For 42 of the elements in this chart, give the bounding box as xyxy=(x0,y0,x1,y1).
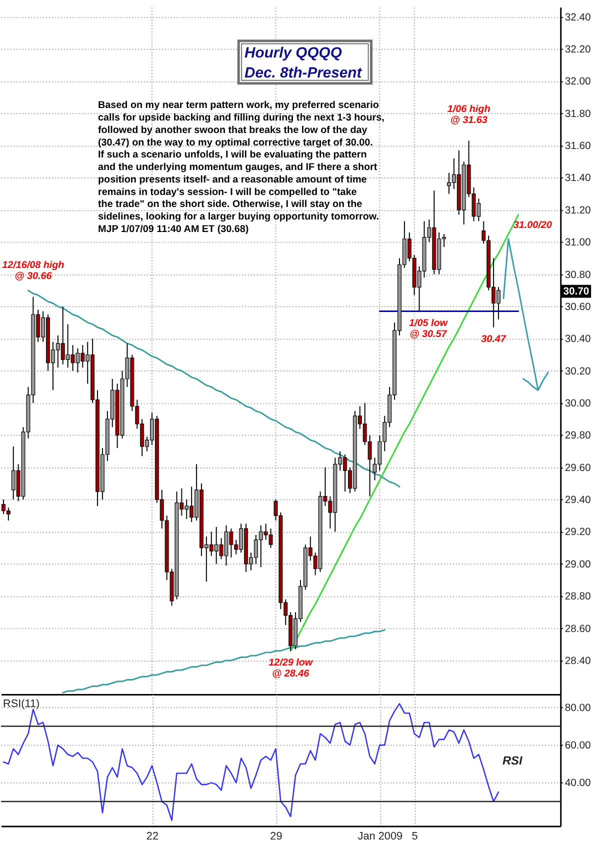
annotation: 12/16/08 high @ 30.66 xyxy=(2,260,64,282)
y-tick-label: 31.40 xyxy=(564,173,592,184)
annotation: 30.47 xyxy=(481,334,506,346)
y-tick-label: 31.80 xyxy=(564,108,592,120)
annotation: 1/05 low @ 30.57 xyxy=(408,318,449,340)
x-tick-label: 5 xyxy=(412,830,418,842)
y-tick-label: 30.80 xyxy=(564,270,592,281)
series-label: RSI xyxy=(502,753,523,768)
chart-title: RSI(11) xyxy=(2,698,40,710)
y-tick-label: 29.60 xyxy=(564,462,592,474)
text: Based on my near term pattern work, my preferred scenario calls for upside backing and filling during the next 1-3 hours, followed by another swoon that breaks the low of the day (30.47) on the way to my optimal corrective target of 30.00. If such a scenario unfolds, I will be evaluating the pattern and the underlying momentum gauges, and IF there a short position presents itself- and a reasonable amount of time remains in today's session- I will be compelled to "take the trade" on the short side. Otherwise, I will stay on the sidelines, looking for a larger buying opportunity tomorrow. MJP 1/07/09 11:40 AM ET (30.68) xyxy=(98,100,384,235)
y-tick-label: 29.40 xyxy=(564,495,592,506)
y-tick-label: 29.80 xyxy=(564,430,592,442)
line-series xyxy=(62,629,386,694)
x-tick-label: 22 xyxy=(146,830,159,842)
y-tick-label: 28.40 xyxy=(564,656,592,667)
line-series xyxy=(27,290,400,488)
x-tick-label: Jan 2009 xyxy=(358,830,403,842)
y-tick-label: 80.00 xyxy=(564,702,592,714)
y-tick-label: 31.00 xyxy=(564,238,592,249)
y-tick-label: 40.00 xyxy=(564,778,592,790)
y-tick-label: 28.60 xyxy=(564,624,592,635)
y-tick-label: 30.00 xyxy=(564,398,592,410)
y-tick-label: 29.20 xyxy=(564,527,592,538)
annotation: 12/29 low @ 28.46 xyxy=(268,658,314,680)
annotation: 1/06 high @ 31.63 xyxy=(447,104,490,126)
text: 30.70 xyxy=(563,286,590,298)
y-tick-label: 28.80 xyxy=(564,592,592,603)
y-tick-label: 30.40 xyxy=(564,334,592,346)
y-tick-label: 31.60 xyxy=(564,141,592,152)
text: Dec. 8th-Present xyxy=(244,65,363,82)
y-tick-label: 31.20 xyxy=(564,205,592,216)
x-tick-label: 29 xyxy=(270,830,282,842)
y-tick-label: 32.40 xyxy=(564,12,592,24)
y-tick-label: 32.20 xyxy=(564,44,592,56)
annotation: 31.00/20 xyxy=(513,220,552,231)
y-tick-label: 32.00 xyxy=(564,76,592,88)
y-tick-label: 30.20 xyxy=(564,366,592,378)
y-tick-label: 29.00 xyxy=(564,559,592,570)
text: Hourly QQQQ xyxy=(244,46,342,62)
y-tick-label: 60.00 xyxy=(564,740,592,752)
y-tick-label: 30.60 xyxy=(564,302,592,313)
